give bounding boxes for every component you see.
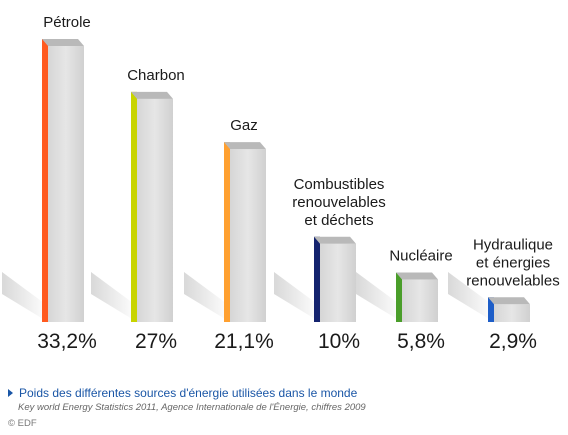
category-label: Charbon xyxy=(127,67,185,84)
source-note: Key world Energy Statistics 2011, Agence… xyxy=(18,402,366,413)
bar-top xyxy=(42,39,84,46)
arrow-right-icon xyxy=(8,389,13,397)
bar-top xyxy=(131,91,173,99)
category-label: Nucléaire xyxy=(389,248,452,265)
bar-accent xyxy=(224,142,230,322)
bar-accent xyxy=(488,297,494,322)
category-label: Combustibles xyxy=(294,176,385,193)
bar-top xyxy=(224,142,266,150)
bar-shadow xyxy=(356,272,402,322)
bar-shadow xyxy=(274,272,320,322)
category-label: Pétrole xyxy=(43,14,91,31)
energy-bar-chart: Pétrole 33,2% Charbon 27% Gaz 21,1% Combustibl… xyxy=(2,14,560,353)
bar-accent xyxy=(42,39,48,322)
bar-top xyxy=(314,236,356,244)
value-label: 5,8% xyxy=(397,330,445,353)
bar-top xyxy=(488,297,530,305)
bar-top xyxy=(396,272,438,280)
category-label: renouvelables xyxy=(466,272,559,289)
category-label: Hydraulique xyxy=(473,236,553,253)
bar xyxy=(494,304,530,322)
bar-shadow xyxy=(2,272,48,322)
bar-shadow xyxy=(184,272,230,322)
bar xyxy=(320,243,356,322)
copyright-credit: © EDF xyxy=(8,418,37,429)
value-label: 2,9% xyxy=(489,330,537,353)
caption-text: Poids des différentes sources d'énergie … xyxy=(19,386,358,400)
category-label: renouvelables xyxy=(292,194,385,211)
category-label: Gaz xyxy=(230,117,258,134)
bar xyxy=(402,279,438,322)
bar-accent xyxy=(396,272,402,322)
value-label: 27% xyxy=(135,330,177,353)
category-label: et énergies xyxy=(476,254,550,271)
bar xyxy=(137,98,173,322)
bar xyxy=(230,149,266,322)
bar-accent xyxy=(131,91,137,322)
bar-accent xyxy=(314,236,320,322)
bar-shadow xyxy=(91,272,137,322)
chart-caption[interactable]: Poids des différentes sources d'énergie … xyxy=(8,386,357,400)
category-label: et déchets xyxy=(304,212,373,229)
value-label: 33,2% xyxy=(37,330,97,353)
value-label: 10% xyxy=(318,330,360,353)
bar xyxy=(48,46,84,322)
value-label: 21,1% xyxy=(214,330,274,353)
bar-shadow xyxy=(448,272,494,322)
